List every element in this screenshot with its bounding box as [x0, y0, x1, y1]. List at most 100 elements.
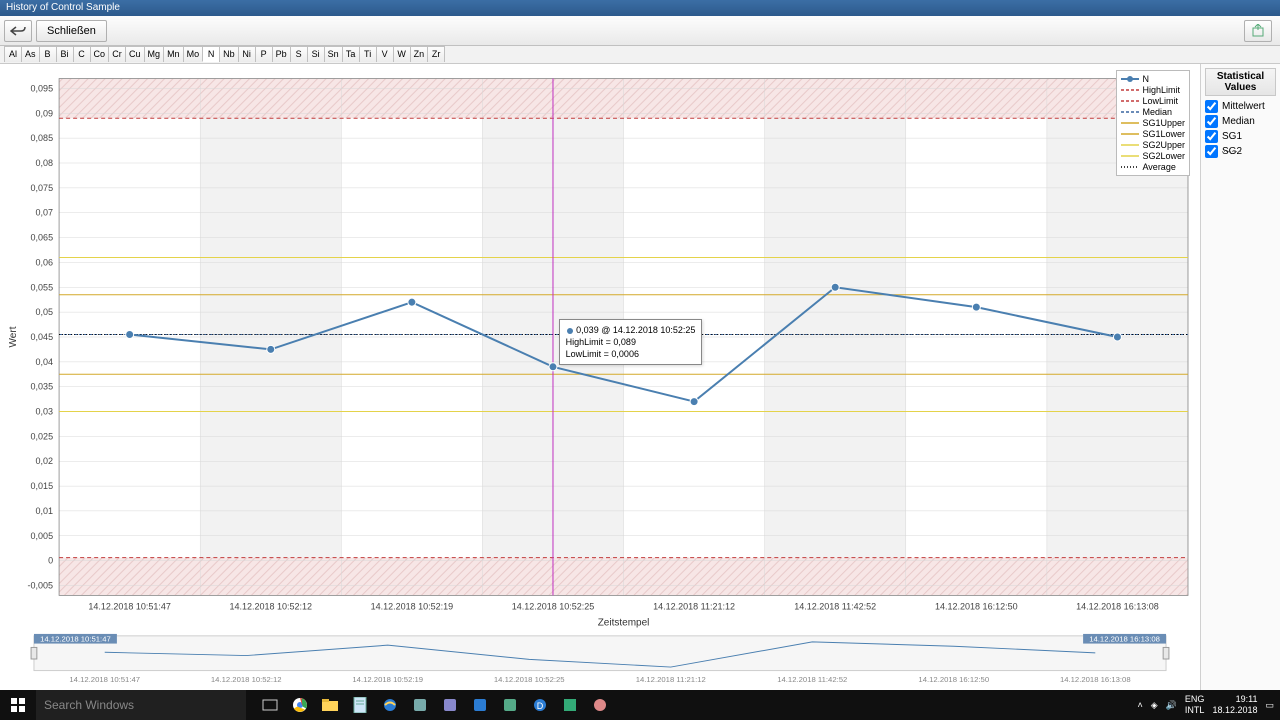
start-button[interactable] — [0, 690, 36, 720]
element-tab-S[interactable]: S — [290, 46, 308, 62]
element-tab-Si[interactable]: Si — [307, 46, 325, 62]
taskbar-lang[interactable]: ENG INTL — [1185, 694, 1205, 716]
element-tab-Mn[interactable]: Mn — [163, 46, 184, 62]
svg-text:0,025: 0,025 — [31, 431, 54, 441]
toolbar: Schließen — [0, 16, 1280, 46]
window-title: History of Control Sample — [6, 2, 120, 13]
tray-notifications-icon[interactable]: ▭ — [1265, 700, 1274, 711]
app-icon-2[interactable] — [436, 691, 464, 719]
close-button[interactable]: Schließen — [36, 20, 107, 42]
app-icon-5[interactable]: D — [526, 691, 554, 719]
element-tab-Al[interactable]: Al — [4, 46, 22, 62]
stats-checkbox[interactable] — [1205, 145, 1218, 158]
svg-text:14.12.2018 16:13:08: 14.12.2018 16:13:08 — [1089, 635, 1160, 644]
back-button[interactable] — [4, 20, 32, 42]
app-icon-1[interactable] — [406, 691, 434, 719]
element-tab-Cu[interactable]: Cu — [125, 46, 145, 62]
svg-text:14.12.2018 11:42:52: 14.12.2018 11:42:52 — [777, 675, 847, 684]
element-tab-Mo[interactable]: Mo — [183, 46, 204, 62]
chart-area[interactable]: -0,00500,0050,010,0150,020,0250,030,0350… — [0, 64, 1200, 630]
taskbar-clock[interactable]: 19:11 18.12.2018 — [1212, 694, 1257, 716]
element-tab-Mg[interactable]: Mg — [144, 46, 165, 62]
overview-chart[interactable]: 14.12.2018 10:51:4714.12.2018 16:13:0814… — [0, 630, 1200, 690]
element-tab-V[interactable]: V — [376, 46, 394, 62]
ie-icon[interactable] — [376, 691, 404, 719]
element-tab-Pb[interactable]: Pb — [272, 46, 291, 62]
notepad-icon[interactable] — [346, 691, 374, 719]
svg-text:14.12.2018 10:52:19: 14.12.2018 10:52:19 — [352, 675, 423, 684]
taskbar-apps: D — [256, 691, 614, 719]
svg-text:14.12.2018 10:52:25: 14.12.2018 10:52:25 — [494, 675, 565, 684]
element-tab-B[interactable]: B — [39, 46, 57, 62]
svg-text:14.12.2018 16:13:08: 14.12.2018 16:13:08 — [1060, 675, 1131, 684]
svg-text:0,015: 0,015 — [31, 481, 54, 491]
element-tab-P[interactable]: P — [255, 46, 273, 62]
element-tab-Sn[interactable]: Sn — [324, 46, 343, 62]
tray-chevron-icon[interactable]: ˄ — [1138, 700, 1143, 711]
svg-text:14.12.2018 16:12:50: 14.12.2018 16:12:50 — [918, 675, 989, 684]
stats-check-label: Median — [1222, 116, 1255, 127]
svg-text:0,055: 0,055 — [31, 282, 54, 292]
svg-text:14.12.2018 16:13:08: 14.12.2018 16:13:08 — [1076, 601, 1159, 611]
element-tab-Zn[interactable]: Zn — [410, 46, 429, 62]
svg-text:0,03: 0,03 — [36, 407, 54, 417]
element-tab-W[interactable]: W — [393, 46, 411, 62]
task-view-icon[interactable] — [256, 691, 284, 719]
export-button[interactable] — [1244, 20, 1272, 42]
app-icon-7[interactable] — [586, 691, 614, 719]
stats-check-Median[interactable]: Median — [1205, 115, 1276, 128]
element-tab-Ti[interactable]: Ti — [359, 46, 377, 62]
element-tab-N[interactable]: N — [202, 46, 220, 62]
stats-checkbox[interactable] — [1205, 115, 1218, 128]
back-arrow-icon — [10, 25, 26, 37]
svg-text:0,09: 0,09 — [36, 108, 54, 118]
svg-text:0,02: 0,02 — [36, 456, 54, 466]
stats-check-label: SG2 — [1222, 146, 1242, 157]
svg-text:0,005: 0,005 — [31, 531, 54, 541]
app-icon-3[interactable] — [466, 691, 494, 719]
svg-text:0,065: 0,065 — [31, 233, 54, 243]
app-icon-6[interactable] — [556, 691, 584, 719]
stats-check-SG2[interactable]: SG2 — [1205, 145, 1276, 158]
element-tab-Zr[interactable]: Zr — [427, 46, 445, 62]
stats-checkbox[interactable] — [1205, 130, 1218, 143]
svg-text:0,045: 0,045 — [31, 332, 54, 342]
stats-check-Mittelwert[interactable]: Mittelwert — [1205, 100, 1276, 113]
element-tab-Ni[interactable]: Ni — [238, 46, 256, 62]
svg-text:Wert: Wert — [8, 326, 19, 347]
svg-text:0,08: 0,08 — [36, 158, 54, 168]
stats-checkbox[interactable] — [1205, 100, 1218, 113]
tray-network-icon[interactable]: ◈ — [1151, 700, 1158, 711]
taskbar-search[interactable]: Search Windows — [36, 690, 246, 720]
svg-text:0: 0 — [48, 556, 53, 566]
element-tab-Cr[interactable]: Cr — [108, 46, 126, 62]
app-icon-4[interactable] — [496, 691, 524, 719]
element-tab-Co[interactable]: Co — [90, 46, 110, 62]
svg-text:0,085: 0,085 — [31, 133, 54, 143]
svg-text:14.12.2018 10:52:25: 14.12.2018 10:52:25 — [512, 601, 595, 611]
element-tab-Nb[interactable]: Nb — [219, 46, 239, 62]
windows-logo-icon — [11, 698, 25, 712]
svg-text:0,095: 0,095 — [31, 83, 54, 93]
search-placeholder: Search Windows — [44, 698, 134, 712]
stats-check-SG1[interactable]: SG1 — [1205, 130, 1276, 143]
element-tab-Bi[interactable]: Bi — [56, 46, 74, 62]
element-tab-Ta[interactable]: Ta — [342, 46, 360, 62]
svg-text:0,035: 0,035 — [31, 382, 54, 392]
element-tab-C[interactable]: C — [73, 46, 91, 62]
svg-text:0,06: 0,06 — [36, 257, 54, 267]
element-tab-As[interactable]: As — [21, 46, 40, 62]
stats-panel-title: Statistical Values — [1205, 68, 1276, 96]
svg-text:Zeitstempel: Zeitstempel — [598, 617, 650, 628]
tray-volume-icon[interactable]: 🔊 — [1166, 700, 1177, 711]
chart-legend: NHighLimitLowLimitMedianSG1UpperSG1Lower… — [1116, 70, 1190, 176]
explorer-icon[interactable] — [316, 691, 344, 719]
svg-text:14.12.2018 10:52:12: 14.12.2018 10:52:12 — [229, 601, 312, 611]
svg-text:14.12.2018 10:52:19: 14.12.2018 10:52:19 — [371, 601, 454, 611]
svg-text:0,01: 0,01 — [36, 506, 54, 516]
element-tabstrip: AlAsBBiCCoCrCuMgMnMoNNbNiPPbSSiSnTaTiVWZ… — [0, 46, 1280, 64]
chrome-icon[interactable] — [286, 691, 314, 719]
stats-check-label: Mittelwert — [1222, 101, 1265, 112]
windows-taskbar: Search Windows D ˄ ◈ 🔊 ENG INTL 19:11 18… — [0, 690, 1280, 720]
stats-check-label: SG1 — [1222, 131, 1242, 142]
